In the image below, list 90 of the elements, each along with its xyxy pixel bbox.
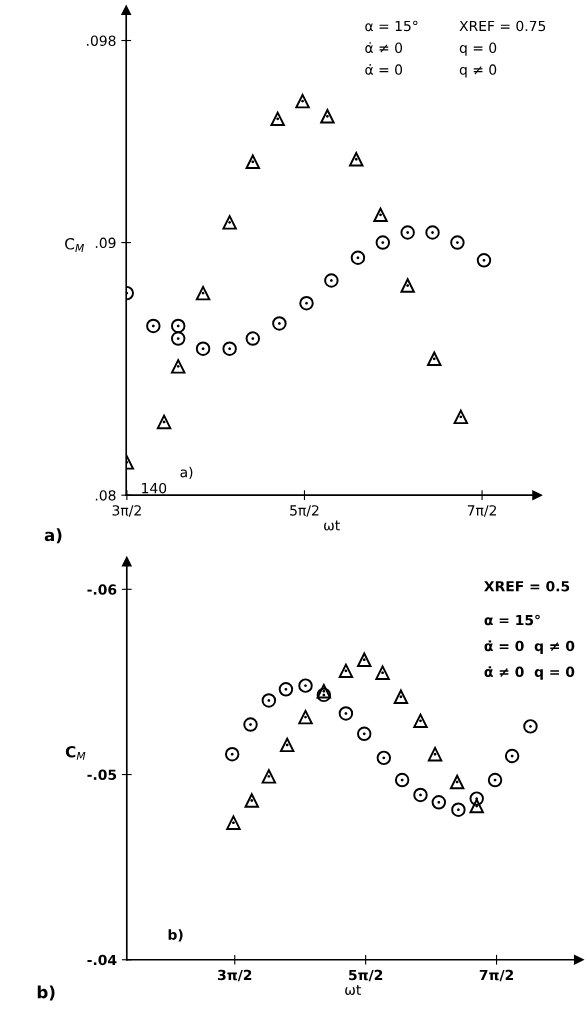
point	[226, 815, 241, 830]
point	[195, 341, 211, 356]
point	[156, 414, 172, 430]
point	[427, 351, 442, 367]
point	[431, 795, 447, 810]
y-tick-label: .09	[95, 237, 116, 249]
point	[278, 682, 294, 697]
point	[425, 225, 440, 240]
point	[427, 746, 443, 762]
point	[295, 93, 310, 109]
point	[261, 769, 277, 784]
point	[338, 663, 354, 679]
point	[324, 273, 339, 288]
point	[272, 316, 287, 331]
y-tick-label: -.05	[87, 769, 117, 781]
point	[244, 793, 259, 808]
point	[375, 235, 391, 250]
annotation: α̇ ≠ 0 q = 0	[484, 666, 575, 680]
point	[170, 331, 186, 346]
x-tick-label: 5π/2	[349, 969, 383, 982]
x-tick-label: 7π/2	[479, 969, 514, 982]
point	[316, 687, 332, 703]
point	[469, 791, 484, 806]
point	[270, 111, 285, 127]
x-tick-label: 3π/2	[112, 505, 141, 517]
point	[450, 235, 465, 250]
point	[245, 331, 261, 346]
y-axis-title: C$_{M}$	[65, 746, 86, 760]
point	[222, 215, 237, 230]
point	[224, 746, 240, 762]
x-tick-label: 5π/2	[290, 505, 319, 517]
x-axis-title: ωt	[324, 520, 340, 531]
annotation: α = 15°	[484, 614, 540, 626]
x-tick-label: 7π/2	[467, 505, 497, 517]
annotation: a)	[180, 466, 193, 480]
point	[146, 318, 161, 334]
point	[453, 409, 469, 425]
point	[375, 665, 390, 680]
point	[170, 359, 186, 374]
annotation: α̇ = 0	[365, 64, 403, 75]
point	[400, 225, 415, 240]
point	[504, 748, 520, 764]
point	[451, 802, 466, 817]
y-axis-title: C$_{M}$	[65, 238, 84, 252]
y-tick-label: -.04	[87, 954, 117, 966]
point	[195, 285, 211, 301]
point	[320, 109, 335, 124]
point	[373, 207, 388, 223]
point	[222, 341, 237, 356]
point	[413, 713, 428, 729]
point	[299, 296, 314, 311]
annotation: XREF = 0.5	[484, 580, 570, 592]
point	[261, 693, 277, 708]
point	[279, 737, 295, 753]
point	[469, 798, 484, 814]
y-tick-label: .08	[95, 490, 116, 501]
annotation: α = 15°	[365, 20, 418, 32]
x-tick-label: 3π/2	[218, 969, 252, 982]
point	[400, 278, 415, 293]
point	[245, 154, 261, 169]
point	[376, 750, 392, 766]
annotation: 140	[142, 482, 167, 494]
annotation: q = 0	[459, 42, 497, 56]
point	[338, 706, 354, 721]
point	[449, 774, 465, 790]
annotation: α̇ = 0 q ≠ 0	[484, 640, 575, 654]
annotation: q ≠ 0	[459, 64, 497, 78]
point	[170, 318, 186, 334]
point	[298, 678, 313, 693]
point	[357, 652, 372, 667]
point	[523, 719, 538, 734]
point	[487, 772, 503, 788]
text: a)	[44, 528, 62, 544]
point	[349, 152, 364, 167]
annotation: XREF = 0.75	[459, 20, 546, 32]
point	[298, 709, 313, 725]
y-tick-label: .098	[87, 35, 116, 46]
point	[476, 253, 492, 268]
point	[316, 683, 332, 699]
point	[357, 726, 372, 742]
point	[413, 787, 428, 803]
annotation: α̇ ≠ 0	[365, 42, 403, 54]
point	[243, 717, 258, 732]
point	[394, 772, 410, 788]
point	[393, 689, 409, 704]
text: b)	[37, 985, 55, 1001]
point	[350, 250, 366, 265]
x-axis-title: ωt	[345, 985, 361, 996]
annotation: b)	[168, 929, 183, 942]
y-tick-label: -.06	[87, 584, 117, 595]
